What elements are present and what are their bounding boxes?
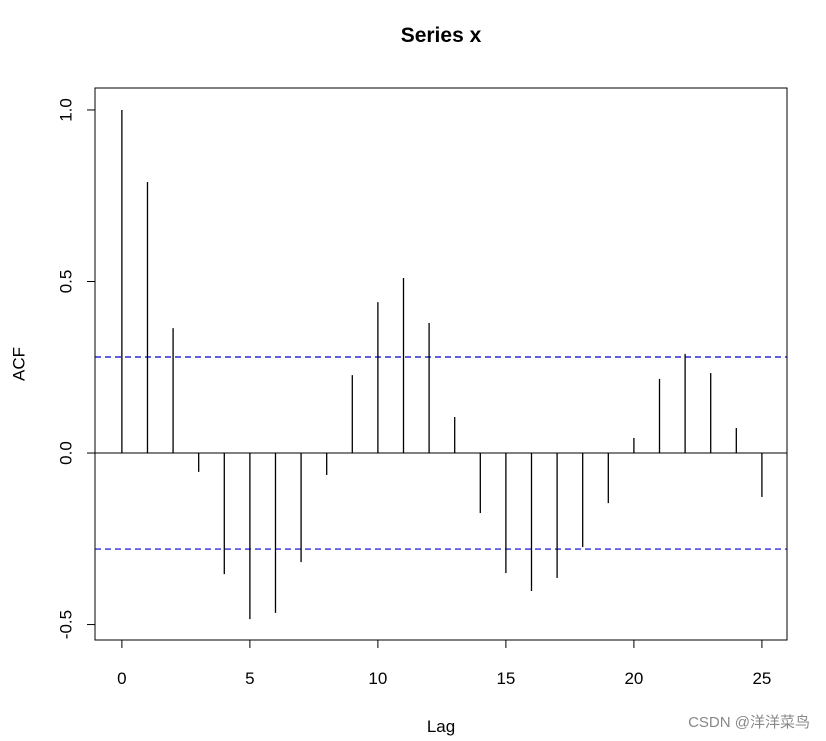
y-axis-label: ACF: [9, 347, 28, 381]
x-tick-label: 0: [117, 669, 126, 688]
chart-title: Series x: [401, 24, 482, 47]
watermark: CSDN @洋洋菜鸟: [688, 714, 810, 731]
y-tick-label: 0.5: [56, 270, 75, 294]
x-tick-label: 5: [245, 669, 254, 688]
x-tick-label: 10: [368, 669, 387, 688]
x-tick-label: 25: [752, 669, 771, 688]
y-tick-label: 0.0: [56, 441, 75, 465]
x-tick-label: 15: [496, 669, 515, 688]
y-tick-label: 1.0: [56, 98, 75, 122]
x-axis-label: Lag: [427, 717, 455, 736]
plot-frame: [94, 87, 788, 641]
y-tick-label: -0.5: [56, 610, 75, 639]
x-tick-label: 20: [624, 669, 643, 688]
